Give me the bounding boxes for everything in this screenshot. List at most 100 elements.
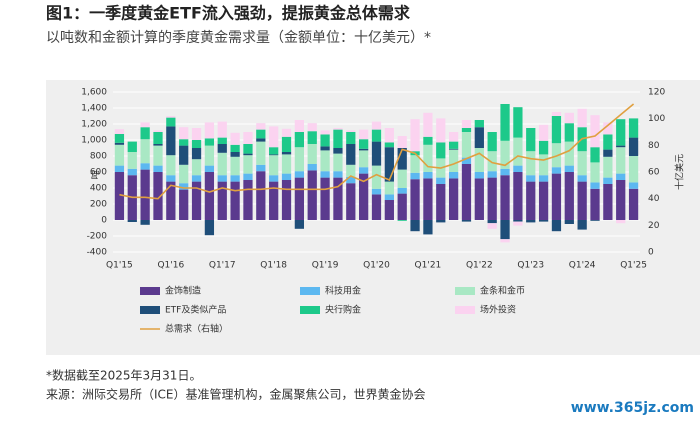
bar-segment	[294, 220, 305, 229]
bar-segment	[114, 129, 125, 134]
bar-segment	[564, 165, 574, 172]
bar-segment	[513, 107, 523, 138]
bar-segment	[590, 162, 600, 183]
bar-segment	[538, 175, 549, 182]
bar-segment	[359, 148, 369, 151]
bar-segment	[269, 126, 279, 148]
bar-segment	[616, 147, 626, 174]
y-tick-label: 200	[90, 200, 107, 210]
bar-segment	[564, 141, 574, 166]
bar-segment	[474, 120, 484, 128]
legend-swatch	[455, 306, 475, 314]
y-tick-label: 600	[90, 168, 107, 178]
bar-segment	[217, 175, 227, 182]
bar-segment	[269, 154, 279, 156]
x-tick-label: Q1'16	[157, 261, 184, 271]
bar-segment	[397, 148, 407, 170]
bar-segment	[294, 147, 305, 172]
bar-segment	[603, 177, 613, 184]
bar-segment	[384, 147, 394, 182]
legend-swatch	[300, 306, 320, 314]
bar-segment	[204, 172, 215, 220]
bar-segment	[590, 220, 600, 221]
x-tick-label: Q1'25	[620, 261, 647, 271]
bar-segment	[590, 188, 600, 220]
bar-segment	[577, 108, 587, 128]
bar-segment	[603, 184, 613, 220]
bar-segment	[603, 156, 613, 178]
bar-segment	[448, 141, 459, 149]
bar-segment	[577, 220, 587, 230]
bar-segment	[243, 153, 253, 156]
bar-segment	[204, 145, 215, 166]
bar-segment	[577, 175, 587, 182]
bar-segment	[307, 170, 317, 220]
bar-segment	[628, 188, 639, 220]
bar-segment	[436, 220, 446, 223]
bar-segment	[346, 176, 356, 184]
bar-segment	[281, 152, 292, 155]
bar-segment	[153, 165, 163, 172]
bar-segment	[359, 150, 369, 168]
bar-segment	[166, 116, 176, 118]
y-axis-label: 吨	[90, 170, 102, 179]
bar-segment	[269, 181, 279, 220]
y2-tick-label: 120	[648, 88, 665, 98]
bar-segment	[397, 193, 407, 220]
bar-segment	[500, 140, 510, 169]
x-tick-label: Q1'15	[106, 261, 133, 271]
bar-segment	[294, 171, 305, 178]
bar-segment	[616, 119, 626, 146]
y2-tick-label: 60	[648, 168, 660, 178]
bar-segment	[551, 173, 562, 220]
bar-segment	[281, 180, 292, 220]
bar-segment	[461, 128, 472, 132]
bar-segment	[320, 130, 330, 135]
bar-segment	[179, 145, 189, 165]
bar-segment	[487, 223, 497, 229]
bar-segment	[153, 144, 163, 146]
y-tick-label: 1,200	[81, 120, 107, 130]
bar-segment	[359, 129, 369, 140]
bar-segment	[217, 121, 227, 138]
legend-swatch	[140, 306, 160, 314]
bar-segment	[127, 141, 137, 152]
y-tick-label: -400	[87, 248, 108, 258]
bar-segment	[487, 132, 497, 152]
bar-segment	[359, 173, 369, 220]
bar-segment	[230, 181, 240, 220]
bar-segment	[628, 118, 639, 138]
bar-segment	[448, 149, 459, 172]
bar-segment	[384, 142, 394, 148]
bar-segment	[230, 156, 240, 176]
bar-segment	[307, 131, 317, 144]
legend-swatch	[140, 287, 160, 295]
bar-segment	[140, 127, 150, 140]
bar-segment	[346, 164, 356, 177]
bar-segment	[256, 171, 266, 220]
bar-segment	[256, 164, 266, 172]
bar-segment	[204, 138, 215, 146]
bar-segment	[166, 117, 176, 127]
bar-segment	[294, 120, 305, 132]
bar-segment	[166, 175, 176, 182]
y2-tick-label: 0	[648, 248, 654, 258]
bar-segment	[320, 177, 330, 220]
bar-segment	[333, 128, 343, 130]
bar-segment	[127, 220, 137, 222]
bar-segment	[204, 220, 215, 236]
bar-segment	[397, 136, 407, 148]
y-tick-label: 0	[101, 216, 107, 226]
bar-segment	[410, 220, 420, 232]
bar-segment	[371, 141, 382, 166]
bar-segment	[448, 172, 459, 179]
bar-segment	[500, 104, 510, 141]
bar-segment	[371, 194, 382, 220]
bar-segment	[114, 172, 125, 220]
bar-segment	[256, 129, 266, 139]
bar-segment	[243, 173, 253, 180]
bar-segment	[577, 181, 587, 220]
bar-segment	[153, 145, 163, 166]
source: 来源：洲际交易所（ICE）基准管理机构，金属聚焦公司，世界黄金协会	[46, 387, 426, 402]
